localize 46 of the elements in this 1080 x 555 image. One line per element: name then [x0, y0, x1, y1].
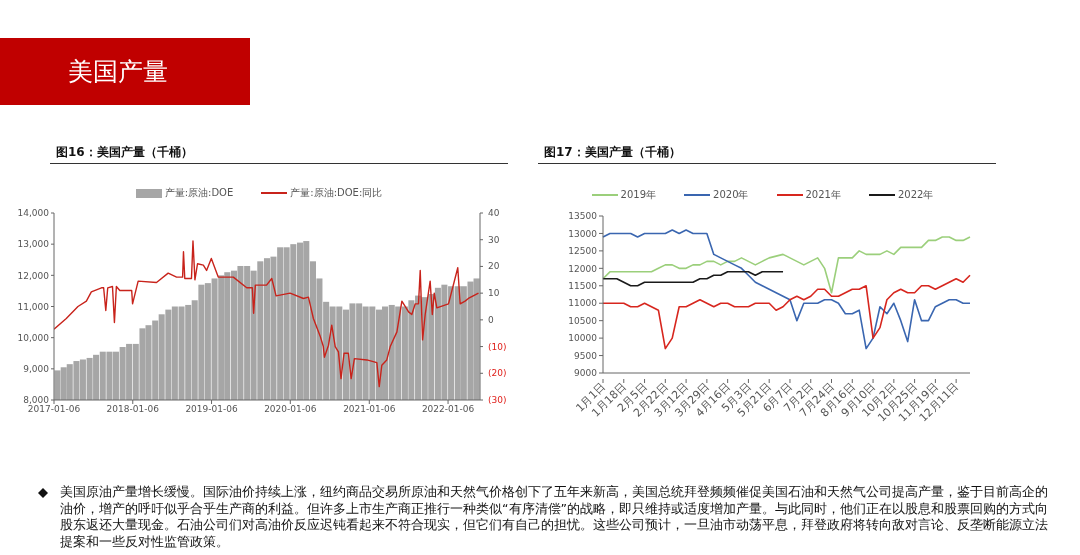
x-tick-label: 2020-01-06	[264, 404, 317, 415]
y2-tick-label: (30)	[488, 395, 507, 405]
y2-tick-label: 40	[488, 208, 500, 218]
x-tick-label: 2018-01-06	[106, 404, 160, 415]
y-tick-label: 11,000	[17, 301, 50, 312]
text: 美国产量	[67, 56, 168, 88]
chart-title: 图17：美国产量（千桶）	[538, 144, 996, 164]
y-tick-label: 9,000	[23, 364, 50, 375]
line-series	[602, 271, 784, 287]
text: 美国原油产量增长缓慢。国际油价持续上涨，纽约商品交易所原油和天然气价格创下了五年来新高，美国总统拜登频频催促美国石油和天然气公司提高产量，鉴于目前高企的油价，增产的呼吁似乎合乎生产商的利益。但许多上市生产商正推行一种类似“有序清偿”的战略，即只维持或适度增加产量。与此同时，他们正在以股息和股票回购的方式向股东返还大量现金。石油公司们对高油价反应迟钝看起来不符合现实，但它们有自己的担忧。这些公司预计，一旦油市动荡平息，拜登政府将转向敌对言论、反垄断能源立法提案和一些反对性监管政策。	[60, 484, 1050, 550]
legend-label: 2019年	[620, 188, 657, 202]
line-series	[602, 274, 971, 350]
y2-tick-label: (10)	[488, 341, 507, 352]
y-tick-label: 10500	[568, 315, 598, 326]
y2-tick-label: 0	[488, 314, 494, 325]
chart-title: 图16：美国产量（千桶）	[50, 144, 508, 164]
y-tick-label: 13000	[568, 228, 598, 239]
y-tick-label: 12000	[568, 263, 598, 274]
y-tick-label: 13,000	[17, 239, 50, 250]
legend-label: 产量:原油:DOE	[164, 186, 234, 200]
line-series	[602, 236, 971, 294]
legend-label: 2021年	[805, 188, 841, 202]
y-tick-label: 12,000	[17, 270, 50, 281]
x-tick-label: 2019-01-06	[185, 404, 238, 415]
x-tick-label: 2021-01-06	[343, 404, 396, 415]
y-tick-label: 14,000	[17, 208, 50, 219]
legend-label: 产量:原油:DOE:同比	[290, 186, 383, 200]
y-tick-label: 12500	[568, 246, 598, 257]
y2-tick-label: (20)	[488, 368, 507, 379]
y2-tick-label: 10	[488, 288, 500, 299]
y2-tick-label: 30	[488, 234, 500, 245]
y-tick-label: 13500	[568, 211, 598, 222]
y-tick-label: 11000	[568, 298, 598, 309]
legend-label: 2022年	[897, 188, 934, 202]
line-series	[602, 229, 971, 350]
y-tick-label: 10,000	[17, 332, 50, 343]
y-tick-label: 9000	[574, 368, 598, 379]
line-series	[54, 240, 480, 388]
y-tick-label: 10000	[568, 333, 598, 344]
y-tick-label: 11500	[568, 280, 598, 291]
y-tick-label: 9500	[574, 350, 598, 361]
y-tick-label: 8,000	[23, 395, 50, 406]
y2-tick-label: 20	[488, 261, 500, 272]
x-tick-label: 2017-01-06	[27, 404, 81, 415]
x-tick-label: 2022-01-06	[421, 404, 475, 415]
legend-label: 2020年	[713, 188, 749, 202]
